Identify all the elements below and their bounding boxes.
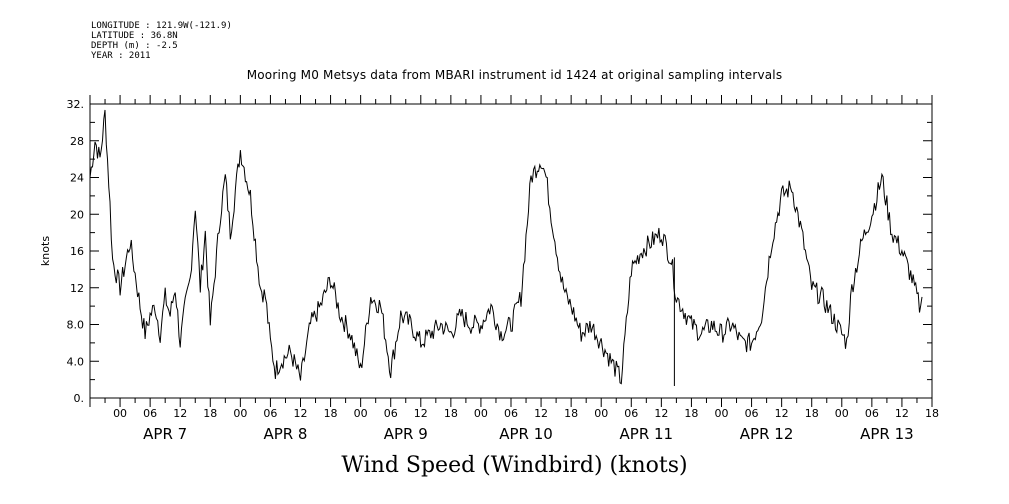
x-hour-tick-label: 12 [895, 407, 909, 420]
x-hour-tick-label: 00 [474, 407, 488, 420]
x-hour-tick-label: 18 [925, 407, 939, 420]
year-label: YEAR : 2011 [91, 51, 151, 61]
x-day-label: APR 8 [263, 425, 307, 443]
x-hour-tick-label: 06 [624, 407, 638, 420]
x-day-label: APR 10 [499, 425, 553, 443]
y-tick-label: 0. [74, 392, 85, 405]
x-hour-tick-label: 00 [594, 407, 608, 420]
x-hour-tick-label: 18 [324, 407, 338, 420]
x-day-label: APR 9 [384, 425, 428, 443]
x-day-label: APR 11 [620, 425, 674, 443]
y-tick-label: 16 [70, 245, 84, 258]
y-tick-label: 28 [70, 135, 84, 148]
x-day-label: APR 13 [860, 425, 914, 443]
x-hour-tick-label: 00 [113, 407, 127, 420]
x-hour-tick-label: 18 [203, 407, 217, 420]
y-tick-label: 12 [70, 282, 84, 295]
depth-label: DEPTH (m) : -2.5 [91, 41, 178, 51]
x-hour-tick-label: 06 [745, 407, 759, 420]
y-tick-label: 32. [67, 98, 85, 111]
x-hour-tick-label: 06 [865, 407, 879, 420]
x-hour-tick-label: 18 [564, 407, 578, 420]
x-hour-tick-label: 12 [534, 407, 548, 420]
x-hour-tick-label: 06 [263, 407, 277, 420]
y-tick-label: 20 [70, 208, 84, 221]
x-hour-tick-label: 18 [444, 407, 458, 420]
y-tick-label: 8.0 [67, 319, 85, 332]
x-hour-tick-label: 06 [143, 407, 157, 420]
x-hour-tick-label: 12 [294, 407, 308, 420]
x-hour-tick-label: 12 [654, 407, 668, 420]
chart-caption: Wind Speed (Windbird) (knots) [341, 453, 688, 478]
x-hour-tick-label: 18 [684, 407, 698, 420]
x-hour-tick-label: 06 [504, 407, 518, 420]
wind-speed-line [89, 109, 923, 385]
x-hour-tick-label: 12 [173, 407, 187, 420]
x-hour-tick-label: 12 [775, 407, 789, 420]
x-day-label: APR 7 [143, 425, 187, 443]
x-day-label: APR 12 [740, 425, 794, 443]
latitude-label: LATITUDE : 36.8N [91, 31, 178, 41]
x-hour-tick-label: 18 [805, 407, 819, 420]
x-hour-tick-label: 00 [233, 407, 247, 420]
y-tick-label: 4.0 [67, 355, 85, 368]
x-hour-tick-label: 12 [414, 407, 428, 420]
y-axis-label: knots [39, 236, 52, 266]
metadata-block: LONGITUDE : 121.9W(-121.9) LATITUDE : 36… [91, 21, 232, 61]
y-tick-label: 24 [70, 172, 84, 185]
chart-title: Mooring M0 Metsys data from MBARI instru… [246, 68, 783, 82]
longitude-label: LONGITUDE : 121.9W(-121.9) [91, 21, 232, 31]
x-hour-tick-label: 06 [384, 407, 398, 420]
x-hour-tick-label: 00 [354, 407, 368, 420]
x-hour-tick-label: 00 [715, 407, 729, 420]
x-hour-tick-label: 00 [835, 407, 849, 420]
